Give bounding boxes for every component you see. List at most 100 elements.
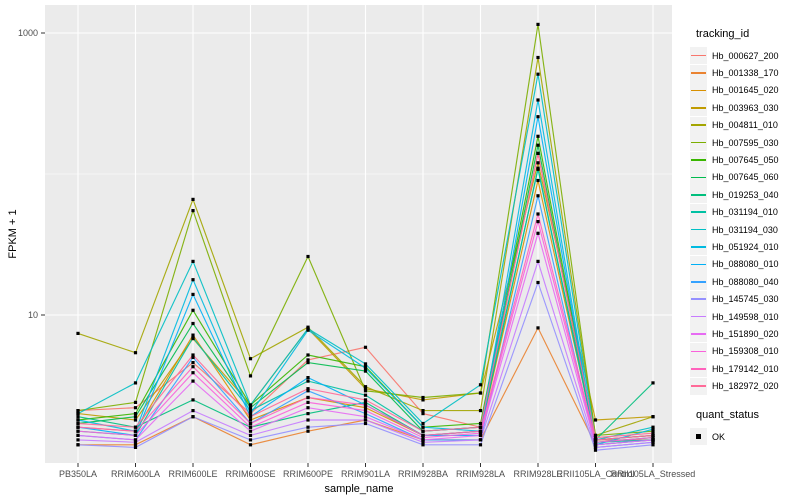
data-point <box>76 331 80 335</box>
legend-item-Hb_001338_170: Hb_001338_170 <box>690 64 798 82</box>
legend-item-label: Hb_088080_010 <box>712 259 779 270</box>
data-point <box>133 412 138 416</box>
line-swatch-icon <box>691 176 706 179</box>
line-swatch-icon <box>691 211 706 213</box>
data-point <box>363 345 368 349</box>
x-tick-label: RRIM901LA <box>341 469 390 479</box>
data-point <box>363 421 368 426</box>
data-point <box>421 412 425 416</box>
legend-item-label: Hb_031194_010 <box>712 207 778 218</box>
legend-item-label: Hb_000627_200 <box>712 50 779 61</box>
data-point <box>363 406 368 410</box>
line-swatch-icon <box>691 315 706 318</box>
line-swatch-icon <box>691 367 706 370</box>
data-point <box>363 366 368 370</box>
data-point <box>248 433 253 437</box>
data-point <box>191 379 195 383</box>
line-swatch-icon <box>691 159 706 161</box>
legend-item-label: Hb_007595_030 <box>712 137 779 148</box>
data-point <box>306 412 310 416</box>
data-point <box>478 425 483 429</box>
legend-item-Hb_159308_010: Hb_159308_010 <box>690 342 798 360</box>
x-tick-label: RRIM600LE <box>168 469 217 479</box>
legend-item-Hb_182972_020: Hb_182972_020 <box>690 377 798 395</box>
color-line-key <box>690 238 707 256</box>
data-point <box>536 98 540 102</box>
line-swatch-icon <box>691 385 706 387</box>
data-point <box>306 418 310 422</box>
line-swatch-icon <box>691 333 706 335</box>
color-line-key <box>690 64 707 82</box>
legend-item-Hb_000627_200: Hb_000627_200 <box>690 47 798 65</box>
data-point <box>191 308 195 312</box>
legend-item-Hb_003963_030: Hb_003963_030 <box>690 99 798 117</box>
line-swatch-icon <box>691 280 706 283</box>
data-point <box>651 429 655 433</box>
data-point <box>421 409 425 413</box>
data-point <box>421 436 425 440</box>
color-line-key <box>690 134 707 152</box>
data-point <box>133 425 138 429</box>
data-point <box>536 231 540 235</box>
data-point <box>306 358 310 362</box>
legend-title-tracking-id: tracking_id <box>696 28 750 40</box>
data-point <box>306 389 310 393</box>
data-point <box>536 220 540 224</box>
color-line-key <box>690 342 707 360</box>
data-point <box>248 421 253 426</box>
plot-panel <box>45 5 672 463</box>
legend-item-label: Hb_007645_050 <box>712 155 779 166</box>
color-line-key <box>690 47 707 65</box>
legend-item-label: Hb_182972_020 <box>712 381 779 392</box>
x-tick-label: PB350LA <box>59 469 97 479</box>
data-point <box>651 381 655 385</box>
data-point <box>421 438 425 442</box>
line-swatch-icon <box>691 141 706 144</box>
data-point <box>593 418 598 422</box>
data-point <box>651 427 655 431</box>
color-line-key <box>690 168 707 186</box>
line-swatch-icon <box>691 107 706 109</box>
data-point <box>306 254 310 259</box>
legend-title-quant-status: quant_status <box>696 408 759 421</box>
legend-item-Hb_088080_040: Hb_088080_040 <box>690 273 798 291</box>
data-point <box>363 409 368 413</box>
data-point <box>191 336 195 340</box>
data-point <box>478 409 483 413</box>
data-point <box>651 431 655 435</box>
data-point <box>133 429 138 433</box>
data-point <box>363 369 368 373</box>
x-tick-label: RRIM600PE <box>283 469 333 479</box>
data-point <box>133 440 138 444</box>
data-point <box>593 436 598 440</box>
data-point <box>536 259 540 263</box>
legend-item-label: Hb_145745_030 <box>712 294 779 305</box>
legend-item-label: Hb_019253_040 <box>712 189 779 200</box>
y-axis-title: FPKM + 1 <box>7 209 19 259</box>
legend-item-Hb_149598_010: Hb_149598_010 <box>690 308 798 326</box>
data-point <box>478 429 483 433</box>
legend-item-label: Hb_159308_010 <box>712 346 779 357</box>
data-point <box>651 440 655 444</box>
color-line-key <box>690 273 707 291</box>
data-point <box>536 161 540 165</box>
data-point <box>363 415 368 419</box>
color-line-key <box>690 290 707 308</box>
data-point <box>76 433 80 437</box>
data-point <box>306 379 310 383</box>
data-point <box>76 415 80 419</box>
color-line-key <box>690 203 707 221</box>
data-point <box>248 429 253 433</box>
data-point <box>421 398 425 402</box>
line-swatch-icon <box>691 228 706 231</box>
data-point <box>191 333 195 337</box>
data-point <box>363 362 368 366</box>
data-point <box>133 400 138 404</box>
color-line-key <box>690 221 707 239</box>
data-point <box>248 418 253 422</box>
data-point <box>133 438 138 442</box>
color-line-key <box>690 99 707 117</box>
x-tick-label: RRII105LA_Control <box>556 469 634 479</box>
x-tick-label: RRII105LA_Stressed <box>611 469 696 479</box>
